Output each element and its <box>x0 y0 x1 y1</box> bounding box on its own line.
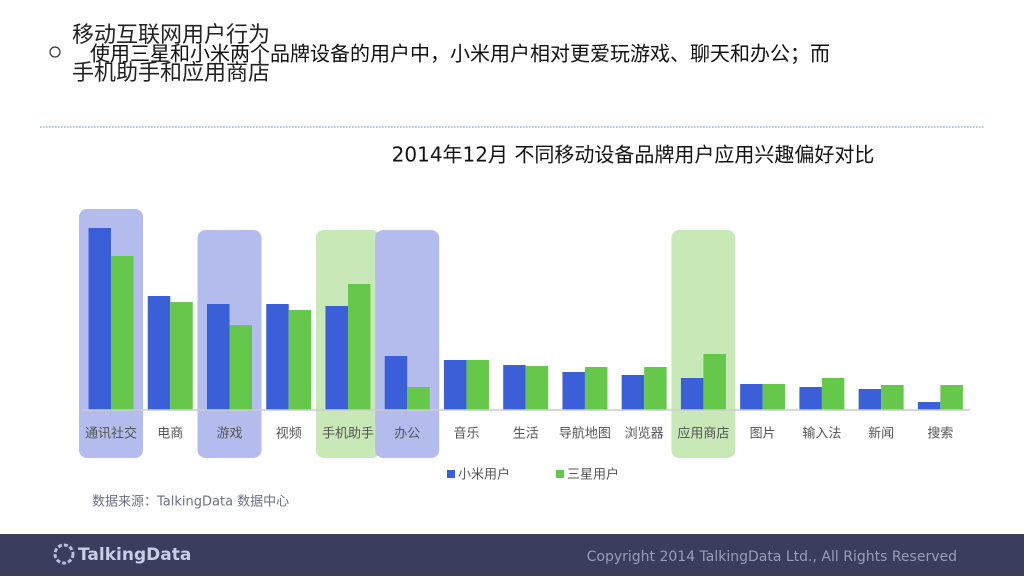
bar <box>288 310 312 410</box>
chart-title: 2014年12月 不同移动设备品牌用户应用兴趣偏好对比 <box>392 143 875 167</box>
bar <box>621 375 645 410</box>
bar <box>680 378 704 410</box>
bar <box>562 372 585 410</box>
bar <box>881 385 904 410</box>
x-tick-label: 应用商店 <box>677 426 729 442</box>
bar <box>325 306 348 410</box>
bar <box>940 385 963 410</box>
bar <box>443 360 467 410</box>
section-title: 移动互联网用户行为 <box>72 23 270 48</box>
bullet-text: 使用三星和小米两个品牌设备的用户中，小米用户相对更爱玩游戏、聊天和办公；而 <box>90 42 830 66</box>
bar <box>799 387 822 410</box>
highlight-box <box>671 230 736 458</box>
x-tick-label: 音乐 <box>453 426 479 442</box>
x-tick-label: 手机助手 <box>322 427 374 442</box>
bar <box>584 367 608 410</box>
bullet-icon <box>49 46 61 58</box>
bullet-continued: 手机助手和应用商店 <box>72 61 270 86</box>
footer-bar <box>0 534 1024 576</box>
bar <box>207 304 230 410</box>
x-tick-label: 视频 <box>276 427 302 442</box>
highlight-box <box>375 230 440 458</box>
bar <box>503 365 526 410</box>
bar <box>347 284 371 410</box>
x-tick-label: 导航地图 <box>559 426 611 442</box>
bar <box>917 402 941 410</box>
legend-swatch <box>447 470 455 478</box>
bar <box>821 378 845 410</box>
x-tick-label: 搜索 <box>927 427 953 442</box>
bar <box>384 356 408 410</box>
bar <box>703 354 726 410</box>
logo-text: TalkingData <box>78 545 191 565</box>
bar <box>740 384 763 410</box>
x-tick-label: 浏览器 <box>625 426 664 442</box>
bar <box>147 296 171 410</box>
x-tick-label: 图片 <box>750 427 776 442</box>
bar <box>266 304 289 410</box>
bar <box>170 302 193 410</box>
legend-swatch <box>556 470 564 478</box>
x-tick-label: 游戏 <box>216 427 242 442</box>
bar <box>111 256 134 410</box>
bar <box>88 228 112 410</box>
x-tick-label: 生活 <box>513 427 539 442</box>
copyright: Copyright 2014 TalkingData Ltd., All Rig… <box>587 549 957 565</box>
bar <box>525 366 549 410</box>
x-tick-label: 输入法 <box>802 426 841 442</box>
bar <box>229 325 252 410</box>
bar <box>858 389 882 410</box>
logo-icon <box>53 543 75 565</box>
plot: 通讯社交 电商 游戏 视频 手机助手 办公 音乐 生活 导航地图 浏览器 应用商店 图片 输入法 新闻 搜索… <box>81 228 970 483</box>
bar <box>644 367 667 410</box>
bar <box>466 360 489 410</box>
x-tick-label: 通讯社交 <box>85 426 137 442</box>
x-tick-label: 新闻 <box>868 426 894 442</box>
x-tick-label: 办公 <box>394 427 420 442</box>
bar <box>407 387 430 410</box>
source: 数据来源：TalkingData 数据中心 <box>92 495 289 510</box>
bar <box>762 384 786 410</box>
legend-label: 小米用户 <box>458 467 510 483</box>
legend-label: 三星用户 <box>567 467 619 483</box>
x-tick-label: 电商 <box>157 427 183 442</box>
